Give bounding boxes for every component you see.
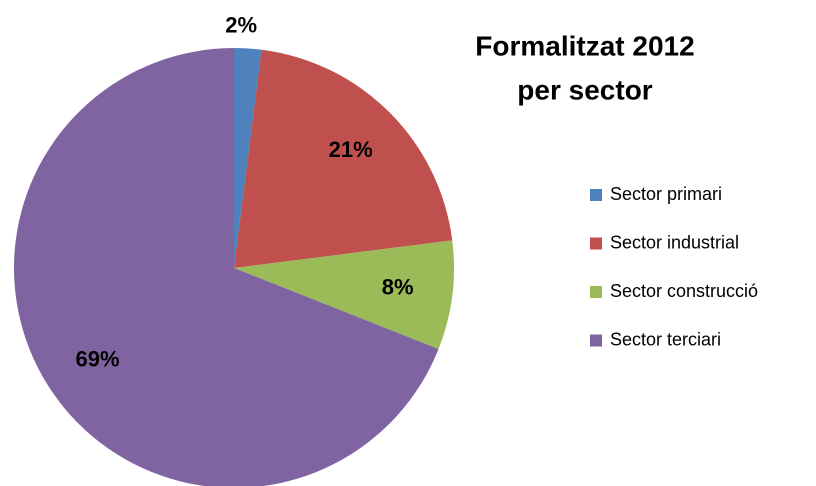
pie-slice — [234, 49, 453, 268]
legend-swatch — [590, 237, 602, 250]
pie-slice — [234, 48, 262, 268]
legend-swatch — [590, 334, 602, 347]
data-label: 2% — [225, 12, 257, 37]
data-label: 8% — [382, 274, 414, 299]
pie-slice — [234, 240, 454, 349]
legend-swatch — [590, 286, 602, 298]
chart-title: per sector — [517, 74, 652, 105]
legend-label: Sector construcció — [610, 281, 758, 301]
legend-swatch — [590, 189, 602, 201]
data-label: 21% — [329, 137, 373, 162]
chart-title: Formalitzat 2012 — [475, 30, 694, 61]
legend-label: Sector primari — [610, 184, 722, 204]
legend-label: Sector terciari — [610, 329, 721, 349]
data-label: 69% — [76, 347, 120, 372]
legend-label: Sector industrial — [610, 232, 739, 252]
pie-slice — [14, 48, 439, 486]
